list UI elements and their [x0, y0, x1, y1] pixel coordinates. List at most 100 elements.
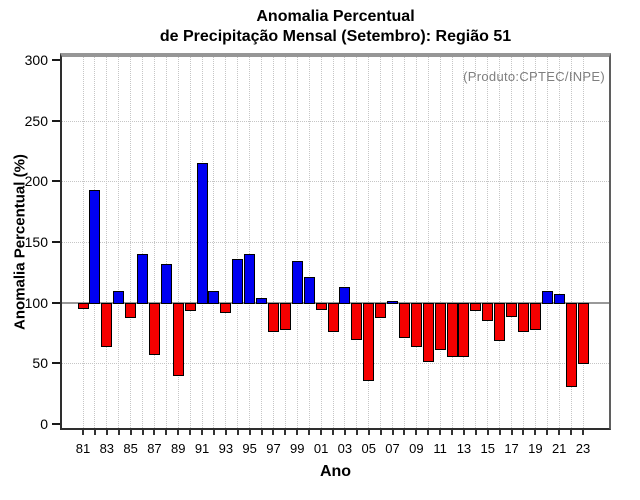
- y-tick: [52, 59, 60, 61]
- bar-21: [553, 294, 565, 304]
- x-tick-label: 83: [99, 441, 115, 456]
- y-tick-label: 0: [40, 416, 48, 432]
- bar-22: [565, 302, 577, 388]
- x-tick-label: 81: [75, 441, 91, 456]
- y-tick: [52, 180, 60, 183]
- y-tick: [52, 362, 60, 365]
- x-tick: [82, 430, 84, 435]
- bar-91: [196, 163, 208, 304]
- bar-81: [77, 302, 89, 309]
- x-tick: [117, 430, 120, 435]
- x-tick: [105, 430, 108, 435]
- bar-05: [363, 302, 375, 382]
- bar-04: [351, 302, 363, 341]
- plot-area: (Produto:CPTEC/INPE): [62, 57, 609, 428]
- x-tick-label: 11: [433, 441, 447, 456]
- x-tick: [260, 430, 263, 435]
- bar-92: [208, 290, 220, 304]
- y-tick-label: 150: [24, 234, 48, 250]
- x-tick: [439, 430, 442, 435]
- x-tick: [558, 430, 561, 435]
- bar-98: [279, 302, 291, 331]
- x-tick: [332, 430, 334, 435]
- y-tick-label: 50: [32, 355, 48, 372]
- bar-17: [506, 302, 518, 317]
- h-gridline: [62, 363, 609, 365]
- x-tick: [510, 430, 513, 435]
- y-tick: [52, 301, 60, 304]
- bar-23: [577, 302, 589, 365]
- bar-99: [291, 261, 303, 304]
- bar-07: [387, 301, 399, 304]
- x-tick: [451, 430, 454, 435]
- bar-85: [125, 302, 137, 319]
- bar-95: [244, 254, 256, 304]
- x-tick: [296, 430, 299, 435]
- y-tick-label: 200: [24, 173, 48, 190]
- x-tick: [201, 430, 204, 435]
- x-tick: [248, 430, 251, 435]
- x-tick: [403, 430, 406, 435]
- bar-87: [148, 302, 160, 355]
- chart-title-line1: Anomalia Percentual: [256, 8, 415, 25]
- x-tick-label: 23: [575, 441, 591, 456]
- x-tick: [486, 430, 489, 435]
- bar-09: [410, 302, 422, 348]
- bar-82: [89, 189, 101, 304]
- y-tick: [52, 241, 60, 243]
- x-tick-label: 93: [218, 441, 234, 456]
- bar-83: [101, 302, 113, 348]
- x-tick-label: 95: [242, 441, 257, 456]
- x-tick: [355, 430, 358, 435]
- bar-20: [541, 290, 553, 304]
- x-tick-label: 01: [313, 441, 329, 456]
- x-tick-label: 07: [385, 441, 400, 456]
- x-tick: [320, 430, 323, 435]
- y-tick-label: 300: [24, 52, 48, 68]
- bar-93: [220, 302, 232, 314]
- source-annotation: (Produto:CPTEC/INPE): [463, 69, 605, 84]
- x-tick: [93, 430, 96, 435]
- x-tick: [522, 430, 525, 435]
- bar-89: [172, 302, 184, 377]
- bar-01: [315, 302, 327, 310]
- x-tick: [379, 430, 382, 435]
- chart-title-line2: de Precipitação Mensal (Setembro): Regiã…: [159, 28, 512, 45]
- bar-15: [482, 302, 494, 321]
- x-tick-label: 03: [337, 441, 353, 456]
- x-tick-label: 85: [123, 441, 138, 456]
- x-tick: [284, 430, 287, 435]
- bar-10: [422, 302, 434, 362]
- x-tick: [308, 430, 311, 435]
- x-tick: [129, 430, 132, 435]
- x-tick-label: 97: [266, 441, 281, 456]
- x-tick-label: 05: [361, 441, 376, 456]
- x-tick: [474, 430, 477, 435]
- bar-94: [232, 258, 244, 304]
- bar-97: [267, 302, 279, 332]
- x-tick-label: 13: [456, 441, 472, 456]
- bar-12: [446, 302, 458, 358]
- bar-13: [458, 302, 470, 358]
- bar-88: [160, 263, 172, 304]
- x-tick: [224, 430, 227, 435]
- bar-84: [113, 290, 125, 304]
- x-tick-label: 91: [194, 441, 210, 456]
- bar-06: [375, 302, 387, 319]
- x-tick-label: 87: [147, 441, 162, 456]
- bar-02: [327, 302, 339, 332]
- x-tick: [367, 430, 370, 435]
- y-tick-label: 250: [24, 112, 48, 129]
- x-tick: [427, 430, 430, 435]
- x-tick: [272, 430, 275, 435]
- y-tick: [52, 119, 60, 122]
- x-tick: [165, 430, 168, 435]
- h-gridline: [62, 242, 609, 243]
- x-tick-label: 15: [480, 441, 495, 456]
- x-tick: [177, 430, 180, 435]
- x-tick: [189, 430, 192, 435]
- x-axis-title: Ano: [319, 463, 352, 480]
- x-tick: [153, 430, 156, 435]
- bar-14: [470, 302, 482, 311]
